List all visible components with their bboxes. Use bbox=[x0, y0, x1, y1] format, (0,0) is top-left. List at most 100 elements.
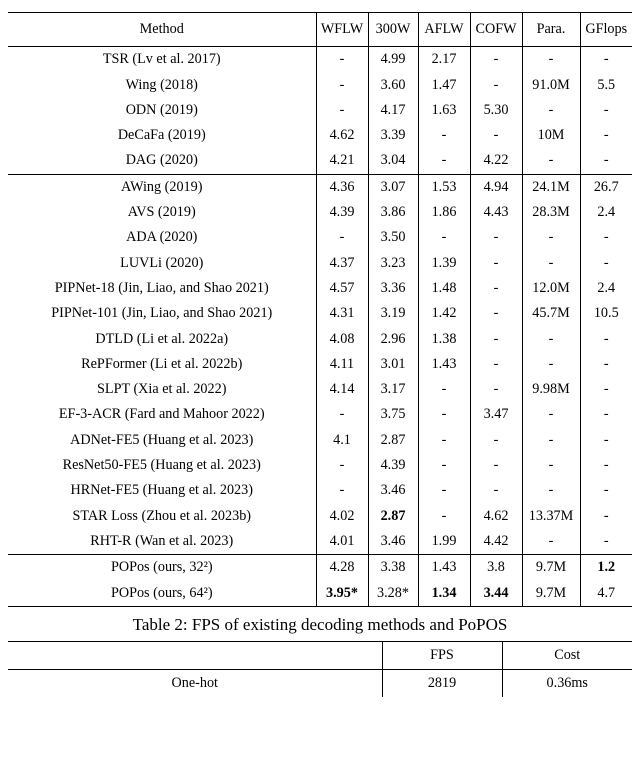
cell: - bbox=[470, 47, 522, 73]
cell: - bbox=[316, 98, 368, 123]
cell: - bbox=[418, 504, 470, 529]
cell: 1.86 bbox=[418, 200, 470, 225]
cell: - bbox=[522, 251, 580, 276]
cell: 4.1 bbox=[316, 428, 368, 453]
cell: - bbox=[418, 402, 470, 427]
cell: 3.86 bbox=[368, 200, 418, 225]
cell: 1.42 bbox=[418, 301, 470, 326]
col-300w: 300W bbox=[368, 13, 418, 47]
cell: 12.0M bbox=[522, 276, 580, 301]
method-cell: AVS (2019) bbox=[8, 200, 316, 225]
table-row: HRNet-FE5 (Huang et al. 2023)-3.46---- bbox=[8, 478, 632, 503]
cell: - bbox=[316, 478, 368, 503]
cell: 1.99 bbox=[418, 529, 470, 555]
method-cell: PIPNet-18 (Jin, Liao, and Shao 2021) bbox=[8, 276, 316, 301]
cell: 3.95* bbox=[316, 581, 368, 607]
table-row: DeCaFa (2019)4.623.39--10M- bbox=[8, 123, 632, 148]
cell: - bbox=[580, 428, 632, 453]
cell: 4.21 bbox=[316, 148, 368, 174]
cell: 2.17 bbox=[418, 47, 470, 73]
method-cell: EF-3-ACR (Fard and Mahoor 2022) bbox=[8, 402, 316, 427]
method-cell: SLPT (Xia et al. 2022) bbox=[8, 377, 316, 402]
cell: - bbox=[580, 504, 632, 529]
cell: - bbox=[418, 148, 470, 174]
cell: 3.19 bbox=[368, 301, 418, 326]
cell: - bbox=[470, 352, 522, 377]
cell: - bbox=[470, 327, 522, 352]
col-gflops: GFlops bbox=[580, 13, 632, 47]
method-cell: ResNet50-FE5 (Huang et al. 2023) bbox=[8, 453, 316, 478]
cell: 1.63 bbox=[418, 98, 470, 123]
cell: - bbox=[316, 73, 368, 98]
cell: 4.99 bbox=[368, 47, 418, 73]
cell: 4.14 bbox=[316, 377, 368, 402]
cell: 3.17 bbox=[368, 377, 418, 402]
cell: 13.37M bbox=[522, 504, 580, 529]
cell: - bbox=[522, 98, 580, 123]
results-table: Method WFLW 300W AFLW COFW Para. GFlops … bbox=[8, 12, 632, 607]
cell: - bbox=[470, 377, 522, 402]
col-cofw: COFW bbox=[470, 13, 522, 47]
table-row: RePFormer (Li et al. 2022b)4.113.011.43-… bbox=[8, 352, 632, 377]
cell: 1.34 bbox=[418, 581, 470, 607]
cell: - bbox=[580, 529, 632, 555]
cell: 2.4 bbox=[580, 200, 632, 225]
table-row: ADA (2020)-3.50---- bbox=[8, 225, 632, 250]
cell: 4.02 bbox=[316, 504, 368, 529]
cell: 24.1M bbox=[522, 174, 580, 200]
cell: - bbox=[522, 225, 580, 250]
cell: 4.39 bbox=[368, 453, 418, 478]
cell: 3.39 bbox=[368, 123, 418, 148]
cell: 1.47 bbox=[418, 73, 470, 98]
cell: - bbox=[580, 98, 632, 123]
table2-row: One-hot 2819 0.36ms bbox=[8, 670, 632, 698]
cell: - bbox=[580, 453, 632, 478]
cell: - bbox=[470, 453, 522, 478]
cell: 3.47 bbox=[470, 402, 522, 427]
cell: - bbox=[470, 225, 522, 250]
table-row: SLPT (Xia et al. 2022)4.143.17--9.98M- bbox=[8, 377, 632, 402]
cell: 10M bbox=[522, 123, 580, 148]
method-cell: DAG (2020) bbox=[8, 148, 316, 174]
cell: - bbox=[580, 47, 632, 73]
cell: - bbox=[418, 428, 470, 453]
cell: - bbox=[316, 47, 368, 73]
cell: - bbox=[522, 327, 580, 352]
cell: - bbox=[522, 529, 580, 555]
cell: - bbox=[316, 453, 368, 478]
cell: 3.50 bbox=[368, 225, 418, 250]
table-row: PIPNet-101 (Jin, Liao, and Shao 2021)4.3… bbox=[8, 301, 632, 326]
table-row: ADNet-FE5 (Huang et al. 2023)4.12.87---- bbox=[8, 428, 632, 453]
cell: 3.28* bbox=[368, 581, 418, 607]
method-cell: PIPNet-101 (Jin, Liao, and Shao 2021) bbox=[8, 301, 316, 326]
cell: 91.0M bbox=[522, 73, 580, 98]
cell: 4.43 bbox=[470, 200, 522, 225]
table-row: POPos (ours, 64²)3.95*3.28*1.343.449.7M4… bbox=[8, 581, 632, 607]
cell: 1.2 bbox=[580, 555, 632, 581]
cell: 1.53 bbox=[418, 174, 470, 200]
cell: 2.4 bbox=[580, 276, 632, 301]
cell: 9.98M bbox=[522, 377, 580, 402]
cell: 4.28 bbox=[316, 555, 368, 581]
cell: - bbox=[418, 377, 470, 402]
cell: 3.38 bbox=[368, 555, 418, 581]
cell: - bbox=[316, 225, 368, 250]
cell: 1.39 bbox=[418, 251, 470, 276]
cell: - bbox=[522, 47, 580, 73]
cell: 2.87 bbox=[368, 428, 418, 453]
cell: 2.96 bbox=[368, 327, 418, 352]
method-cell: ADA (2020) bbox=[8, 225, 316, 250]
cell: 3.01 bbox=[368, 352, 418, 377]
cell: - bbox=[580, 148, 632, 174]
cell: 4.42 bbox=[470, 529, 522, 555]
table-row: DTLD (Li et al. 2022a)4.082.961.38--- bbox=[8, 327, 632, 352]
method-cell: HRNet-FE5 (Huang et al. 2023) bbox=[8, 478, 316, 503]
cell: - bbox=[418, 478, 470, 503]
cell: 4.01 bbox=[316, 529, 368, 555]
cell: 3.23 bbox=[368, 251, 418, 276]
cell: 3.36 bbox=[368, 276, 418, 301]
table-row: POPos (ours, 32²)4.283.381.433.89.7M1.2 bbox=[8, 555, 632, 581]
method-cell: DeCaFa (2019) bbox=[8, 123, 316, 148]
cell: - bbox=[470, 301, 522, 326]
cell: - bbox=[580, 225, 632, 250]
